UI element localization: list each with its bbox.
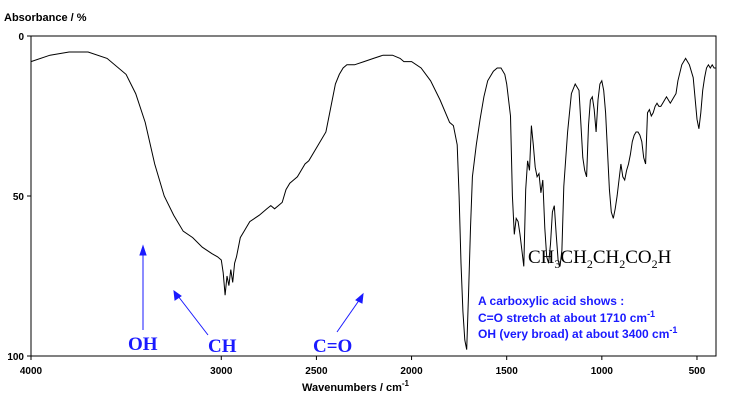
- note-line-3-sup: -1: [669, 325, 677, 335]
- x-tick-label: 3000: [210, 366, 233, 377]
- note-line-2: C=O stretch at about 1710 cm-1: [478, 309, 655, 325]
- formula-subscript: 3: [554, 257, 560, 271]
- y-tick-label: 50: [13, 192, 25, 203]
- note-line-1: A carboxylic acid shows :: [478, 294, 624, 308]
- x-axis-label-superscript: -1: [402, 379, 410, 388]
- x-tick-label: 2000: [400, 366, 423, 377]
- formula-part: CH: [593, 247, 620, 268]
- x-axis-ticks: 4000 3000 2500 2000 1500 1000 500: [20, 356, 706, 377]
- plot-frame: [30, 35, 717, 357]
- oh-label: OH: [128, 334, 158, 355]
- x-tick-label: 4000: [20, 366, 43, 377]
- x-tick-label: 500: [689, 366, 706, 377]
- y-tick-label: 100: [7, 352, 24, 363]
- formula-subscript: 2: [652, 257, 658, 271]
- annotation-arrows: [139, 244, 364, 336]
- spectrum-line: [30, 51, 716, 350]
- formula-subscript: 2: [619, 257, 625, 271]
- co-label: C=O: [313, 336, 352, 357]
- compound-formula: CH3CH2CH2CO2H: [528, 247, 672, 271]
- y-axis-label: Absorbance / %: [4, 12, 87, 24]
- note-line-2-sup: -1: [647, 309, 655, 319]
- note-line-3: OH (very broad) at about 3400 cm-1: [478, 325, 677, 341]
- formula-part: H: [658, 247, 672, 268]
- co-arrow-shaft: [336, 298, 361, 333]
- y-tick-label: 0: [18, 32, 24, 43]
- x-axis-label: Wavenumbers / cm-1: [302, 379, 410, 394]
- ch-arrow-shaft: [177, 295, 209, 336]
- formula-part: CH: [560, 247, 587, 268]
- ch-arrow-head: [173, 289, 182, 301]
- co-arrow-head: [355, 292, 364, 304]
- x-tick-label: 2500: [305, 366, 328, 377]
- note-line-3-text: OH (very broad) at about 3400 cm: [478, 327, 669, 341]
- x-tick-label: 1000: [591, 366, 614, 377]
- x-tick-label: 1500: [496, 366, 519, 377]
- note-line-2-text: C=O stretch at about 1710 cm: [478, 311, 647, 325]
- x-axis-label-text: Wavenumbers / cm: [302, 382, 402, 394]
- formula-part: CH: [528, 247, 555, 268]
- formula-part: CO: [625, 247, 651, 268]
- formula-subscript: 2: [587, 257, 593, 271]
- ch-label: CH: [208, 336, 237, 357]
- oh-arrow-head: [139, 244, 147, 256]
- y-axis-ticks: 0 50 100: [7, 32, 31, 363]
